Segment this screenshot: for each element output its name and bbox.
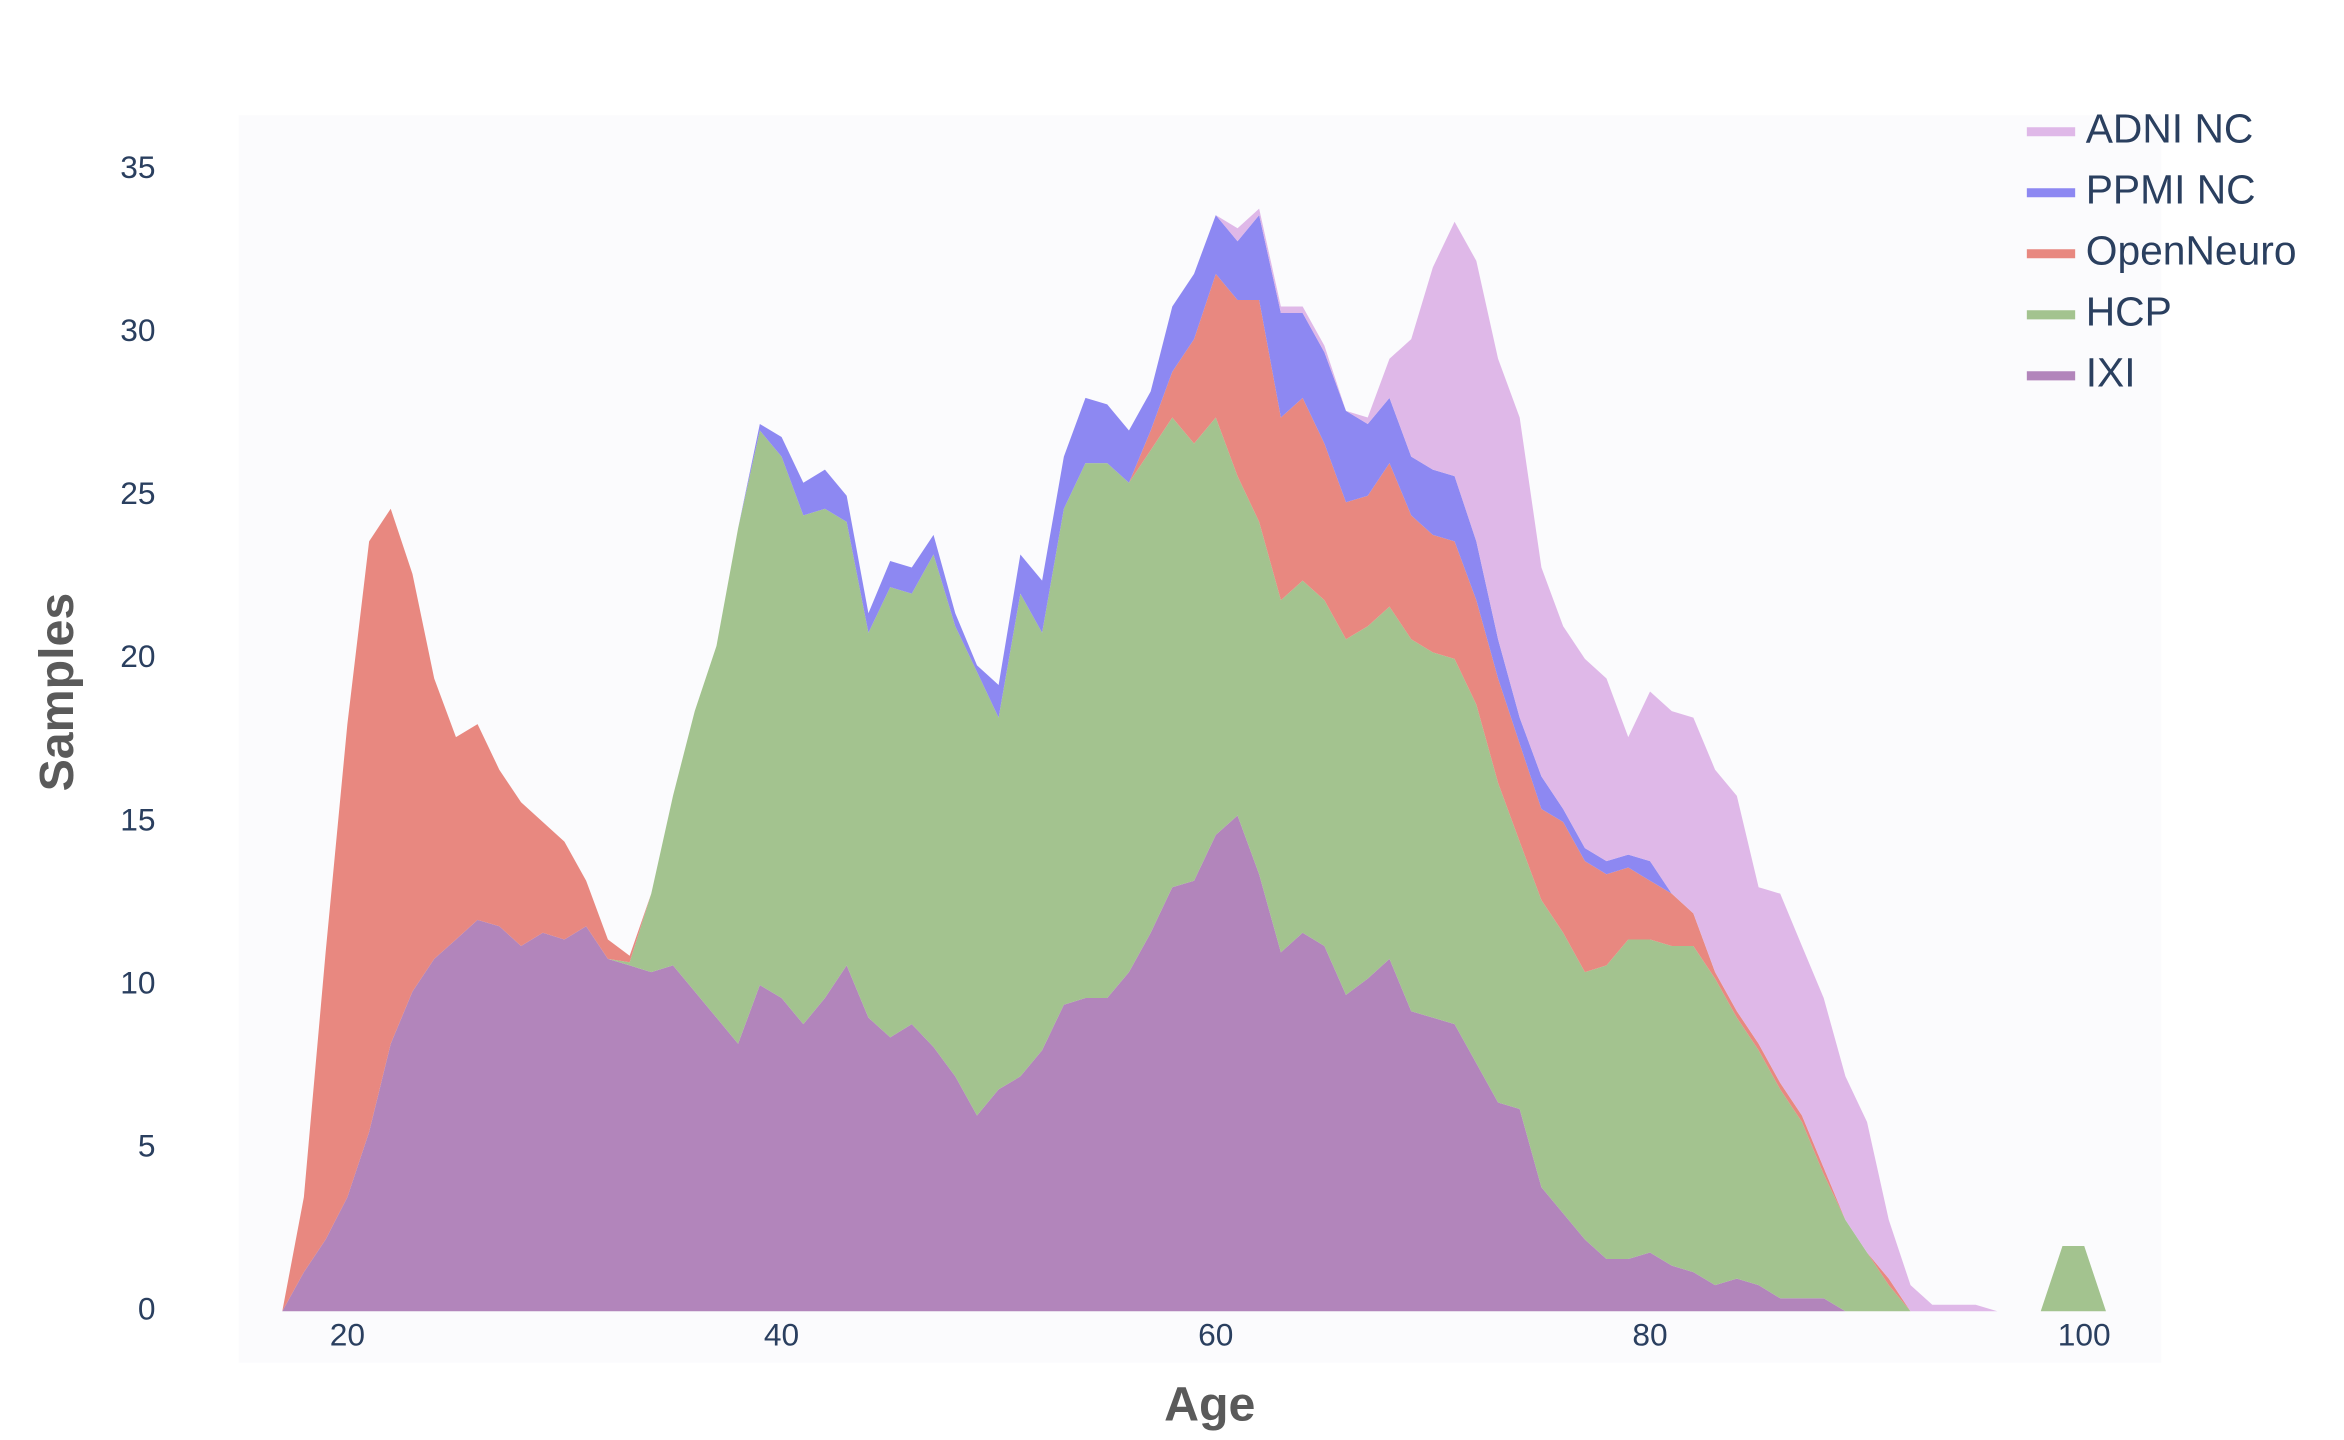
legend-label: IXI	[2086, 350, 2136, 396]
x-axis-title: Age	[1164, 1378, 1255, 1432]
y-tick-label: 20	[120, 638, 155, 674]
legend-label: HCP	[2086, 289, 2172, 335]
x-tick-label: 20	[330, 1316, 365, 1352]
y-tick-label: 15	[120, 801, 155, 837]
x-tick-label: 60	[1198, 1316, 1233, 1352]
y-tick-label: 35	[120, 149, 155, 185]
legend-label: PPMI NC	[2086, 167, 2256, 213]
x-tick-label: 100	[2058, 1316, 2111, 1352]
y-tick-label: 0	[138, 1291, 156, 1327]
x-tick-label: 80	[1632, 1316, 1667, 1352]
legend-label: ADNI NC	[2086, 106, 2254, 152]
y-tick-label: 10	[120, 964, 155, 1000]
y-tick-label: 5	[138, 1128, 156, 1164]
x-tick-label: 40	[764, 1316, 799, 1352]
area	[282, 417, 2106, 1312]
legend-label: OpenNeuro	[2086, 228, 2297, 274]
y-tick-label: 30	[120, 312, 155, 348]
area	[282, 815, 2106, 1312]
y-axis-title: Samples	[30, 593, 84, 792]
y-tick-label: 25	[120, 475, 155, 511]
